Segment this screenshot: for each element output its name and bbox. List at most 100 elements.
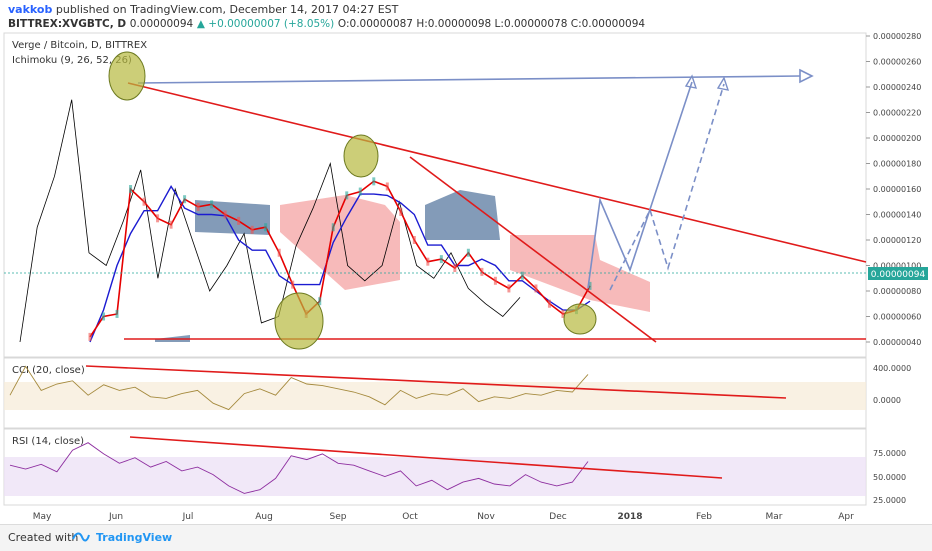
- time-tick-label: Jul: [182, 512, 194, 522]
- price-candle: [588, 281, 592, 290]
- publish-text: published on TradingView.com, December 1…: [55, 3, 399, 16]
- author-name[interactable]: vakkob: [8, 3, 53, 16]
- price-badge-bg: [868, 267, 928, 280]
- price-tick-label: 0.00000080: [873, 287, 921, 296]
- cci-tick-label: 0.0000: [873, 396, 901, 405]
- main-panel-title: Verge / Bitcoin, D, BITTREX: [12, 40, 147, 51]
- tradingview-logo-icon: [72, 532, 90, 542]
- price-candle: [399, 207, 403, 216]
- price-candle: [534, 284, 538, 293]
- price-candle: [426, 257, 430, 266]
- projection-arrowhead-1: [684, 74, 698, 89]
- price-candle: [331, 223, 335, 232]
- arrow-head: [799, 68, 814, 84]
- price-candle: [318, 297, 322, 306]
- projection-arrowhead-2: [716, 76, 730, 91]
- time-tick-label: Mar: [766, 512, 783, 522]
- chart-header: vakkob published on TradingView.com, Dec…: [0, 0, 932, 32]
- tradingview-brand[interactable]: TradingView: [96, 531, 173, 544]
- highlight-ellipse-dec: [563, 303, 597, 335]
- price-candle: [156, 214, 160, 223]
- indicator-lines: [9, 99, 592, 494]
- price-candle: [412, 236, 416, 244]
- symbol-info: BITTREX:XVGBTC, D 0.00000094 ▲ +0.000000…: [8, 18, 645, 30]
- highlight-ellipse-aug: [274, 292, 324, 350]
- time-axis: May Jun Jul Aug Sep Oct Nov Dec 2018 Feb Mar Apr: [33, 512, 854, 522]
- price-tick-label: 0.00000240: [873, 83, 921, 92]
- price-candle: [493, 276, 497, 285]
- price-candle: [480, 267, 484, 276]
- price-candle: [345, 191, 349, 200]
- price-tick-label: 0.00000140: [873, 211, 921, 220]
- price-tick-label: 0.00000120: [873, 236, 921, 245]
- price-candle: [520, 271, 524, 280]
- highlight-ellipse-top: [108, 51, 146, 101]
- cci-line: [9, 365, 589, 411]
- price-candle: [169, 220, 173, 229]
- price-tick-label: 0.00000060: [873, 313, 921, 322]
- price-candle: [358, 187, 362, 196]
- last-price: 0.00000094: [129, 18, 194, 30]
- tenkan-sen-line: [89, 180, 591, 338]
- rsi-band: [4, 457, 866, 496]
- price-candle: [115, 309, 119, 318]
- price-candle: [561, 309, 565, 318]
- price-candle: [507, 284, 511, 293]
- price-tick-label: 0.00000260: [873, 58, 921, 67]
- ichimoku-cloud: [4, 190, 866, 496]
- symbol-label[interactable]: BITTREX:XVGBTC, D: [8, 18, 127, 30]
- time-tick-label: May: [33, 512, 52, 522]
- price-tick-label: 0.00000160: [873, 185, 921, 194]
- cloud-bear-segment: [280, 195, 400, 290]
- price-candle: [547, 299, 551, 308]
- time-tick-label: Aug: [255, 512, 273, 522]
- rsi-line: [9, 442, 589, 494]
- rsi-label: RSI (14, close): [12, 436, 84, 447]
- price-candle: [223, 210, 227, 219]
- time-tick-label: Jun: [108, 512, 123, 522]
- time-tick-label: Feb: [696, 512, 712, 522]
- price-tick-label: 0.00000100: [873, 262, 921, 271]
- price-candle: [466, 248, 470, 257]
- cci-label: CCI (20, close): [12, 365, 85, 376]
- price-axis: 0.00000280 0.00000260 0.00000240 0.00000220…: [866, 32, 921, 505]
- price-candle: [129, 185, 133, 193]
- price-tick-label: 0.00000200: [873, 134, 921, 143]
- highlight-ellipse-sep: [343, 134, 379, 178]
- rsi-tick-label: 50.0000: [873, 473, 906, 482]
- projection-path-solid: [587, 81, 693, 289]
- price-tick-label: 0.00000220: [873, 109, 921, 118]
- cci-tick-label: 400.0000: [873, 364, 911, 373]
- price-candle: [385, 182, 389, 191]
- price-candle: [183, 195, 187, 204]
- rsi-trendline: [129, 436, 723, 479]
- price-candle: [277, 248, 281, 257]
- projection-path-dashed: [609, 83, 725, 291]
- cci-band: [4, 382, 866, 410]
- descending-trendline-inner: [409, 156, 657, 343]
- price-tick-label: 0.00000180: [873, 160, 921, 169]
- cloud-bear-segment: [510, 235, 650, 312]
- price-candle: [142, 197, 146, 206]
- publish-info: vakkob published on TradingView.com, Dec…: [8, 3, 398, 16]
- rsi-tick-label: 75.0000: [873, 449, 906, 458]
- time-tick-label: Apr: [838, 512, 854, 522]
- price-candle: [88, 332, 92, 341]
- time-tick-label: 2018: [617, 512, 642, 522]
- cloud-bull-segment: [425, 190, 500, 240]
- rsi-tick-label: 25.0000: [873, 496, 906, 505]
- time-tick-label: Dec: [549, 512, 566, 522]
- created-with-text: Created with: [8, 531, 79, 544]
- descending-trendline-top: [127, 82, 867, 263]
- price-candle: [237, 216, 241, 225]
- lagging-span-line: [19, 99, 521, 343]
- price-candle: [372, 177, 376, 186]
- kijun-sen-line: [89, 185, 591, 343]
- price-candle: [264, 223, 268, 232]
- price-change: ▲ +0.00000007 (+8.05%): [196, 18, 335, 30]
- price-candle: [196, 202, 200, 211]
- footer-bar: Created with TradingView: [0, 524, 932, 551]
- cci-trendline: [85, 365, 787, 399]
- time-tick-label: Nov: [477, 512, 495, 522]
